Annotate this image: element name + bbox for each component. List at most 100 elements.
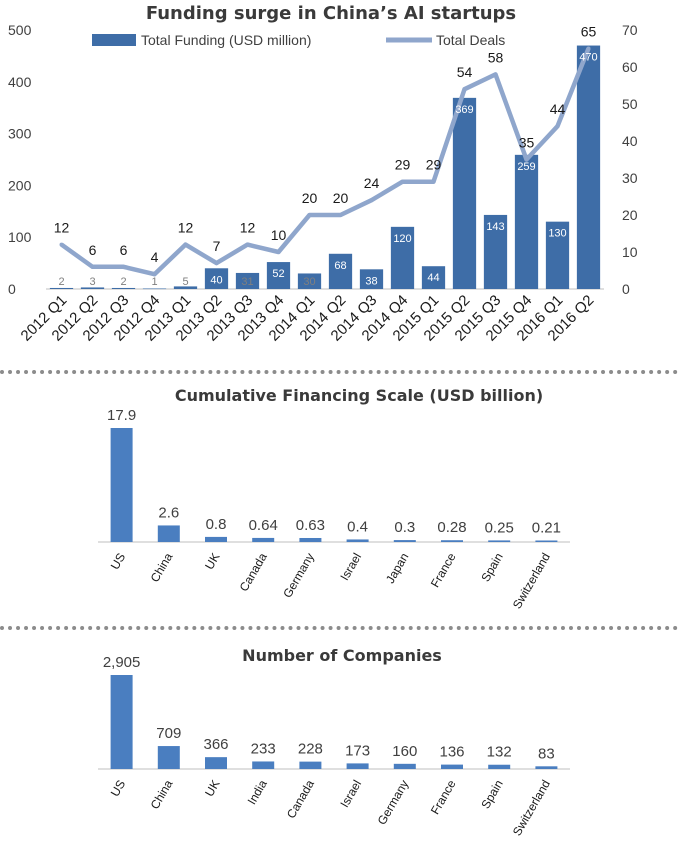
company-count-bar xyxy=(157,746,180,769)
funding-bar-label: 68 xyxy=(334,260,346,272)
company-count-category-label: France xyxy=(428,777,459,817)
y-right-tick-label: 60 xyxy=(622,59,638,75)
deals-point xyxy=(524,157,529,162)
funding-bar xyxy=(297,273,322,289)
funding-bar-label: 1 xyxy=(151,276,157,288)
deals-point xyxy=(214,261,219,266)
company-count-chart: Number of Companies 2,905 US 709 China 366 UK… xyxy=(98,646,570,839)
financing-scale-category-label: Spain xyxy=(478,551,505,585)
deals-point xyxy=(369,198,374,203)
financing-scale-value-label: 2.6 xyxy=(158,504,179,521)
deals-label: 44 xyxy=(550,101,566,117)
funding-bar-label: 5 xyxy=(182,276,188,288)
company-count-category-label: India xyxy=(245,777,270,807)
deals-label: 20 xyxy=(302,190,318,206)
funding-bar xyxy=(235,272,260,289)
funding-bar xyxy=(514,154,539,289)
funding-bar-label: 130 xyxy=(548,228,566,240)
financing-scale-value-label: 0.4 xyxy=(347,518,368,535)
legend-bar-swatch xyxy=(92,34,136,46)
company-count-bar xyxy=(535,766,558,769)
financing-scale-category-label: China xyxy=(148,550,176,584)
deals-label: 29 xyxy=(426,157,442,173)
deals-label: 65 xyxy=(581,24,597,40)
y-left-tick-label: 0 xyxy=(8,281,16,297)
company-count-category-label: Switzerland xyxy=(510,778,553,839)
funding-bar-label: 44 xyxy=(427,272,439,284)
y-left-tick-label: 100 xyxy=(8,229,32,245)
funding-bar xyxy=(204,268,229,289)
financing-scale-title: Cumulative Financing Scale (USD billion) xyxy=(175,386,543,405)
financing-scale-category-label: Switzerland xyxy=(510,551,553,612)
deals-point xyxy=(555,124,560,129)
financing-scale-value-label: 0.3 xyxy=(394,519,415,536)
company-count-value-label: 233 xyxy=(251,740,276,757)
company-count-category-label: Canada xyxy=(284,777,317,821)
funding-bar-label: 120 xyxy=(393,233,411,245)
company-count-bar xyxy=(393,763,416,769)
deals-label: 58 xyxy=(488,49,504,65)
y-left-tick-label: 500 xyxy=(8,22,32,38)
financing-scale-value-label: 17.9 xyxy=(107,407,136,424)
y-left-tick-label: 400 xyxy=(8,74,32,90)
deals-point xyxy=(431,179,436,184)
funding-bar-label: 2 xyxy=(120,276,126,288)
section-divider xyxy=(0,370,678,374)
funding-bar xyxy=(328,253,353,289)
funding-bar-label: 143 xyxy=(486,221,504,233)
company-count-value-label: 160 xyxy=(392,743,417,760)
deals-label: 54 xyxy=(457,64,473,80)
deals-label: 29 xyxy=(395,157,411,173)
financing-scale-value-label: 0.25 xyxy=(485,519,514,536)
funding-bar xyxy=(483,214,508,289)
funding-bar-label: 259 xyxy=(517,161,535,173)
deals-label: 20 xyxy=(333,190,349,206)
funding-bar-label: 30 xyxy=(303,276,315,288)
company-count-category-label: US xyxy=(108,778,128,799)
funding-bar xyxy=(390,226,415,289)
company-count-bar xyxy=(205,757,227,769)
y-right-tick-label: 30 xyxy=(622,170,638,186)
deals-label: 12 xyxy=(54,220,70,236)
company-count-value-label: 366 xyxy=(203,736,228,753)
funding-bar xyxy=(452,97,477,289)
funding-bar xyxy=(545,221,570,289)
deals-label: 10 xyxy=(271,227,287,243)
financing-scale-bar xyxy=(252,537,275,542)
funding-bar-label: 31 xyxy=(241,276,253,288)
deals-point xyxy=(276,250,281,254)
company-count-value-label: 132 xyxy=(487,744,512,761)
financing-scale-value-label: 0.63 xyxy=(296,517,325,534)
deals-point xyxy=(493,72,498,77)
deals-point xyxy=(462,87,467,92)
financing-scale-value-label: 0.21 xyxy=(532,520,561,537)
financing-scale-bar xyxy=(299,537,322,542)
deals-label: 7 xyxy=(213,238,221,254)
financing-scale-category-label: Japan xyxy=(383,551,411,586)
funding-bar xyxy=(421,266,446,289)
funding-bar xyxy=(173,286,198,289)
financing-scale-bar xyxy=(441,540,463,542)
company-count-value-label: 136 xyxy=(439,744,464,761)
deals-point xyxy=(90,264,95,269)
deals-label: 12 xyxy=(240,220,256,236)
financing-scale-bar xyxy=(205,536,227,542)
company-count-category-label: Israel xyxy=(337,778,364,810)
funding-bar xyxy=(576,45,601,289)
financing-scale-bar xyxy=(488,540,511,542)
company-count-title: Number of Companies xyxy=(242,646,442,665)
company-count-category-label: Germany xyxy=(375,778,412,828)
financing-scale-category-label: Canada xyxy=(237,550,270,594)
deals-point xyxy=(245,242,250,247)
funding-chart: Funding surge in China’s AI startups Tot… xyxy=(8,3,638,345)
financing-scale-category-label: US xyxy=(108,551,128,572)
y-left-tick-label: 300 xyxy=(8,126,32,142)
deals-point xyxy=(307,213,312,217)
financing-scale-value-label: 0.8 xyxy=(206,516,227,533)
funding-bar xyxy=(111,287,136,289)
financing-scale-chart: Cumulative Financing Scale (USD billion)… xyxy=(98,386,570,612)
financing-scale-bar xyxy=(393,540,416,542)
y-right-tick-label: 40 xyxy=(622,133,638,149)
legend-line-label: Total Deals xyxy=(436,32,505,48)
deals-label: 4 xyxy=(151,249,159,265)
